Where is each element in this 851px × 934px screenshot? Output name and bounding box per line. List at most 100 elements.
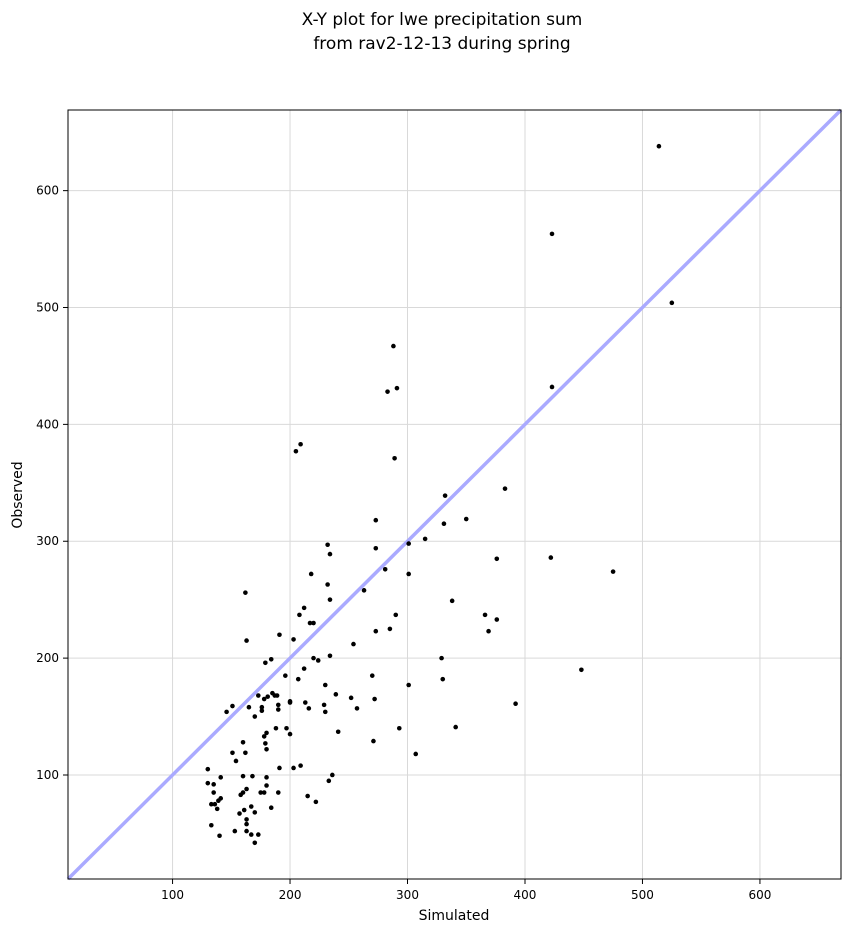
data-point [284, 725, 289, 731]
data-point [333, 692, 339, 697]
data-point [354, 706, 360, 711]
data-point [311, 655, 316, 661]
data-point [486, 628, 491, 634]
data-point [261, 734, 267, 739]
data-point [406, 541, 411, 546]
grid [68, 110, 841, 879]
x-tick-label: 400 [514, 888, 537, 902]
chart-title-line-2: from rav2-12-13 during spring [313, 34, 570, 54]
data-point [275, 707, 281, 712]
data-point [261, 790, 267, 795]
data-point [264, 730, 269, 736]
reference-line-layer [66, 108, 843, 881]
data-point [382, 566, 388, 572]
data-point [264, 783, 269, 788]
data-point [246, 704, 252, 710]
data-point [406, 571, 411, 577]
data-point [258, 790, 263, 795]
data-point [669, 300, 675, 306]
data-point [272, 693, 278, 698]
data-point [256, 832, 261, 837]
data-point [348, 695, 354, 701]
data-point [252, 810, 258, 815]
data-point [252, 714, 258, 719]
data-point [373, 517, 379, 523]
data-point [303, 700, 308, 705]
data-point [413, 751, 419, 757]
data-point [306, 706, 312, 711]
data-point [610, 569, 616, 574]
data-point [275, 790, 281, 795]
data-point [335, 729, 341, 735]
data-point [230, 703, 235, 709]
data-point [241, 807, 247, 813]
data-point [439, 655, 444, 661]
data-point [308, 571, 314, 577]
data-point [273, 725, 279, 731]
data-point [548, 555, 554, 560]
data-point [322, 709, 328, 715]
data-point [252, 840, 258, 846]
data-point [315, 658, 321, 663]
axis-ticks: 100 200 300 400 500 600 100 200 300 400 500 600 [36, 184, 771, 902]
data-point [579, 667, 584, 673]
data-point [327, 597, 333, 602]
data-point [494, 556, 500, 562]
data-point [463, 516, 469, 522]
data-point [263, 660, 268, 666]
data-point [256, 693, 261, 698]
data-point [351, 641, 356, 647]
data-point [263, 741, 268, 746]
data-point [277, 765, 282, 771]
x-tick-label: 300 [396, 888, 419, 902]
data-point [391, 343, 396, 349]
data-point [549, 384, 555, 390]
y-axis-label: Observed [10, 461, 26, 528]
data-point [441, 521, 447, 527]
data-point [240, 739, 246, 745]
data-point [325, 582, 330, 587]
data-point [656, 143, 662, 149]
data-point [293, 448, 299, 454]
data-point [259, 704, 265, 710]
data-point [250, 773, 255, 779]
data-point [513, 701, 518, 706]
x-tick-label: 500 [631, 888, 654, 902]
data-point [268, 656, 274, 662]
y-tick-label: 600 [36, 184, 59, 198]
data-point [301, 666, 307, 671]
data-point [224, 709, 229, 715]
data-point [449, 598, 455, 604]
data-point [482, 612, 488, 618]
data-point [265, 694, 271, 699]
data-point [211, 790, 216, 795]
data-point [442, 493, 448, 498]
y-tick-label: 300 [36, 534, 59, 548]
data-point [230, 750, 235, 756]
data-point [259, 708, 265, 714]
data-point [218, 775, 224, 780]
chart-title-line-1: X-Y plot for lwe precipitation sum [302, 10, 583, 30]
data-point [385, 389, 390, 394]
data-point [369, 673, 375, 678]
data-point [327, 551, 333, 557]
data-point [373, 545, 379, 551]
data-point [205, 766, 211, 772]
data-point [209, 822, 214, 828]
data-point [321, 702, 327, 708]
data-point [248, 804, 254, 809]
data-point [297, 612, 302, 618]
data-point [244, 638, 249, 643]
data-point [287, 731, 293, 737]
data-point [205, 780, 211, 786]
y-tick-label: 500 [36, 301, 59, 315]
data-point [330, 772, 335, 778]
data-point [244, 786, 249, 792]
data-point [311, 620, 316, 626]
data-point [372, 696, 377, 702]
data-point [275, 702, 281, 708]
data-point [212, 801, 218, 807]
data-point [396, 725, 402, 731]
x-tick-label: 200 [279, 888, 302, 902]
